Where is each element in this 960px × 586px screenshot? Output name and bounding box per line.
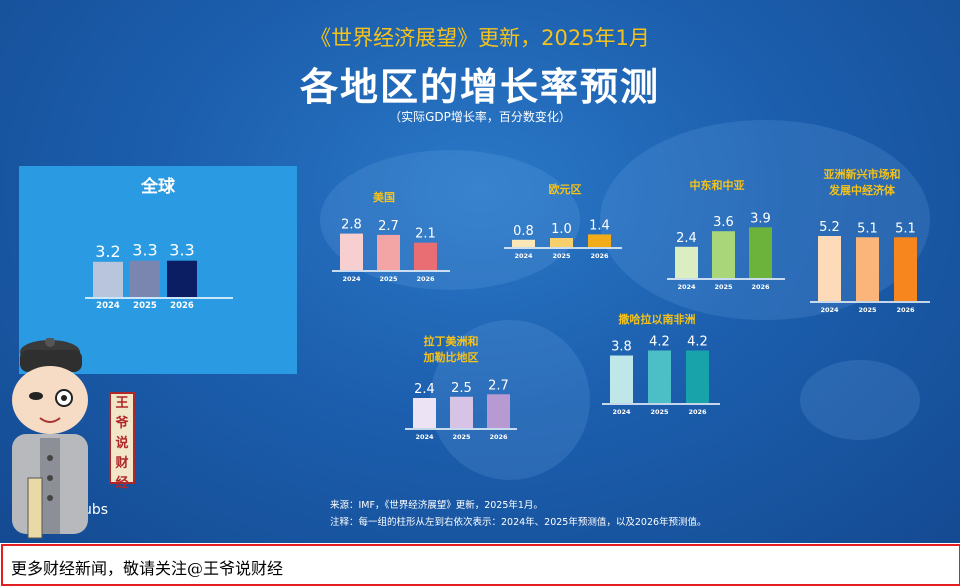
data-label: 2.1	[415, 227, 436, 242]
chart-title: 撒哈拉以南非洲	[619, 312, 696, 326]
chart-title: 中东和中亚	[690, 178, 745, 192]
data-label: 2.4	[414, 382, 435, 397]
data-label: 2.5	[451, 381, 472, 396]
tick-label: 2025	[552, 252, 571, 260]
chart-title: 欧元区	[549, 182, 582, 196]
data-label: 2.7	[488, 378, 509, 393]
tick-label: 2024	[415, 433, 434, 441]
tick-label: 2026	[170, 301, 194, 311]
data-label: 2.8	[341, 218, 362, 233]
tick-label: 2026	[751, 283, 770, 291]
bar	[487, 394, 510, 428]
tick-label: 2025	[650, 408, 669, 416]
bar	[413, 398, 436, 428]
tick-label: 2024	[820, 306, 839, 314]
tick-label: 2024	[612, 408, 631, 416]
world-map-shape	[800, 360, 920, 440]
bar	[856, 237, 879, 301]
source-note: 来源：IMF，《世界经济展望》更新，2025年1月。	[330, 500, 543, 511]
seal-stamp: 王 爷 说 财 经	[109, 392, 135, 491]
header-note: （实际GDP增长率，百分数变化）	[389, 110, 571, 124]
tick-label: 2026	[489, 433, 508, 441]
tick-label: 2026	[416, 275, 435, 283]
tick-label: 2024	[677, 283, 696, 291]
tick-label: 2026	[896, 306, 915, 314]
data-label: 3.3	[169, 241, 194, 260]
footnote: 注释：每一组的柱形从左到右依次表示：2024年、2025年预测值，以及2026年…	[330, 517, 707, 528]
bar	[749, 227, 772, 278]
bar	[377, 234, 400, 270]
chart-title: 全球	[140, 176, 176, 197]
data-label: 2.7	[378, 219, 399, 234]
tick-label: 2025	[379, 275, 398, 283]
bottom-banner: 更多财经新闻，敬请关注@王爷说财经	[1, 544, 960, 586]
bar	[414, 242, 437, 270]
chart-title: 美国	[373, 190, 395, 204]
bar	[340, 233, 363, 270]
tick-label: 2025	[858, 306, 877, 314]
chart-title: 拉丁美洲和	[424, 334, 479, 348]
bar	[686, 350, 709, 403]
data-label: 5.1	[895, 221, 916, 236]
bar	[675, 246, 698, 278]
tick-label: 2025	[714, 283, 733, 291]
world-map-shape	[320, 150, 580, 290]
data-label: 5.2	[819, 220, 840, 235]
data-label: 3.8	[611, 340, 632, 355]
bar	[894, 237, 917, 301]
tick-label: 2026	[688, 408, 707, 416]
tick-label: 2026	[590, 252, 609, 260]
data-label: 5.1	[857, 221, 878, 236]
header-subtitle: 《世界经济展望》更新，2025年1月	[310, 26, 650, 50]
mascot-illustration	[12, 338, 88, 539]
page-title: 各地区的增长率预测	[299, 65, 660, 109]
chart-title: 加勒比地区	[423, 350, 479, 364]
footer: 来源：IMF，《世界经济展望》更新，2025年1月。 注释：每一组的柱形从左到右…	[330, 497, 707, 531]
bar	[648, 350, 671, 403]
data-label: 4.2	[649, 335, 670, 350]
regional-bar-charts: 全球 3.2 2024 3.3 2025 3.3 2026 美国 2.8 2024 2.7 2025 2…	[85, 167, 917, 441]
tick-label: 2024	[514, 252, 533, 260]
data-label: 1.0	[551, 222, 572, 237]
bar	[818, 236, 841, 301]
data-label: 1.4	[589, 218, 610, 233]
chart-title: 亚洲新兴市场和	[824, 167, 901, 181]
data-label: 3.3	[132, 241, 157, 260]
tick-label: 2024	[96, 301, 120, 311]
data-label: 3.9	[750, 211, 771, 226]
tick-label: 2024	[342, 275, 361, 283]
bar	[512, 239, 535, 247]
bar	[588, 234, 611, 247]
data-label: 3.6	[713, 215, 734, 230]
bar	[550, 238, 573, 247]
bar	[167, 260, 197, 297]
bottom-banner-text: 更多财经新闻，敬请关注@王爷说财经	[11, 559, 284, 578]
chart-title: 发展中经济体	[828, 183, 896, 197]
data-label: 0.8	[513, 224, 534, 239]
infographic: 《世界经济展望》更新，2025年1月 各地区的增长率预测 （实际GDP增长率，百…	[0, 0, 960, 543]
data-label: 2.4	[676, 231, 697, 246]
data-label: 4.2	[687, 335, 708, 350]
bar	[93, 261, 123, 297]
bar	[450, 396, 473, 428]
data-label: 3.2	[95, 242, 120, 261]
bar	[712, 231, 735, 278]
tick-label: 2025	[133, 301, 157, 311]
bar	[130, 260, 160, 297]
tick-label: 2025	[452, 433, 471, 441]
bar	[610, 355, 633, 403]
